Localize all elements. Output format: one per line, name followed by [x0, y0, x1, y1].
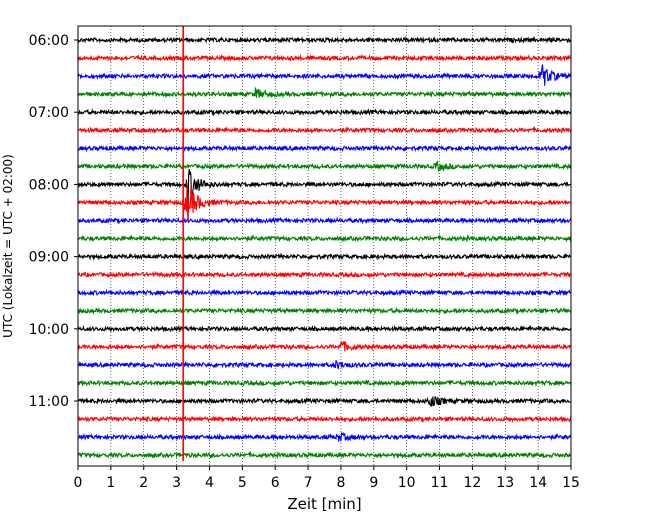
- y-tick-label: 08:00: [29, 177, 69, 193]
- trace-line: [77, 108, 572, 117]
- trace-line: [77, 450, 572, 460]
- x-tick-label: 0: [74, 475, 83, 491]
- trace-line: [77, 396, 572, 407]
- trace-line: [77, 87, 572, 99]
- x-tick-label: 11: [431, 475, 449, 491]
- x-tick-label: 5: [238, 475, 247, 491]
- trace-line: [77, 324, 572, 333]
- grid-layer: [110, 26, 539, 466]
- trace-line: [77, 36, 572, 45]
- y-axis-label: UTC (Lokalzeit = UTC + 02:00): [1, 154, 15, 338]
- trace-line: [77, 234, 572, 243]
- x-tick-label: 15: [562, 475, 580, 491]
- trace-line: [77, 161, 572, 174]
- x-tick-label: 1: [106, 475, 115, 491]
- y-tick-label: 10:00: [29, 322, 69, 338]
- trace-line: [77, 360, 572, 370]
- trace-line: [77, 169, 572, 204]
- plot-frame: [77, 25, 572, 467]
- y-tick-label: 11:00: [29, 394, 69, 410]
- x-tick-label: 8: [336, 475, 345, 491]
- y-tick-label: 07:00: [29, 105, 69, 121]
- x-tick-label: 13: [496, 475, 514, 491]
- trace-line: [77, 216, 572, 225]
- y-axis-ticks: 06:00 07:00 08:00 09:00 10:00 11:00: [29, 33, 78, 410]
- x-tick-label: 2: [139, 475, 148, 491]
- trace-line: [77, 53, 572, 63]
- trace-line: [77, 64, 572, 86]
- trace-line: [77, 378, 572, 388]
- trace-line: [77, 306, 572, 315]
- traces-layer: [77, 36, 572, 460]
- x-tick-label: 7: [304, 475, 313, 491]
- trace-line: [77, 340, 572, 352]
- trace-line: [77, 431, 572, 442]
- trace-line: [77, 288, 572, 297]
- x-tick-label: 14: [529, 475, 547, 491]
- x-axis-label: Zeit [min]: [287, 495, 361, 513]
- x-tick-label: 4: [205, 475, 214, 491]
- trace-line: [77, 252, 572, 261]
- x-axis-ticks: 0 1 2 3 4 5 6 7 8 9 10 11 12 13 14 15: [74, 466, 580, 491]
- x-tick-label: 12: [463, 475, 481, 491]
- y-tick-label: 09:00: [29, 250, 69, 266]
- trace-line: [77, 125, 571, 135]
- trace-line: [77, 144, 572, 153]
- x-tick-label: 10: [398, 475, 416, 491]
- trace-line: [77, 270, 572, 279]
- x-tick-label: 3: [172, 475, 181, 491]
- trace-line: [77, 414, 572, 423]
- x-tick-label: 6: [271, 475, 280, 491]
- trace-line: [77, 182, 572, 223]
- y-tick-label: 06:00: [29, 33, 69, 49]
- x-tick-label: 9: [369, 475, 378, 491]
